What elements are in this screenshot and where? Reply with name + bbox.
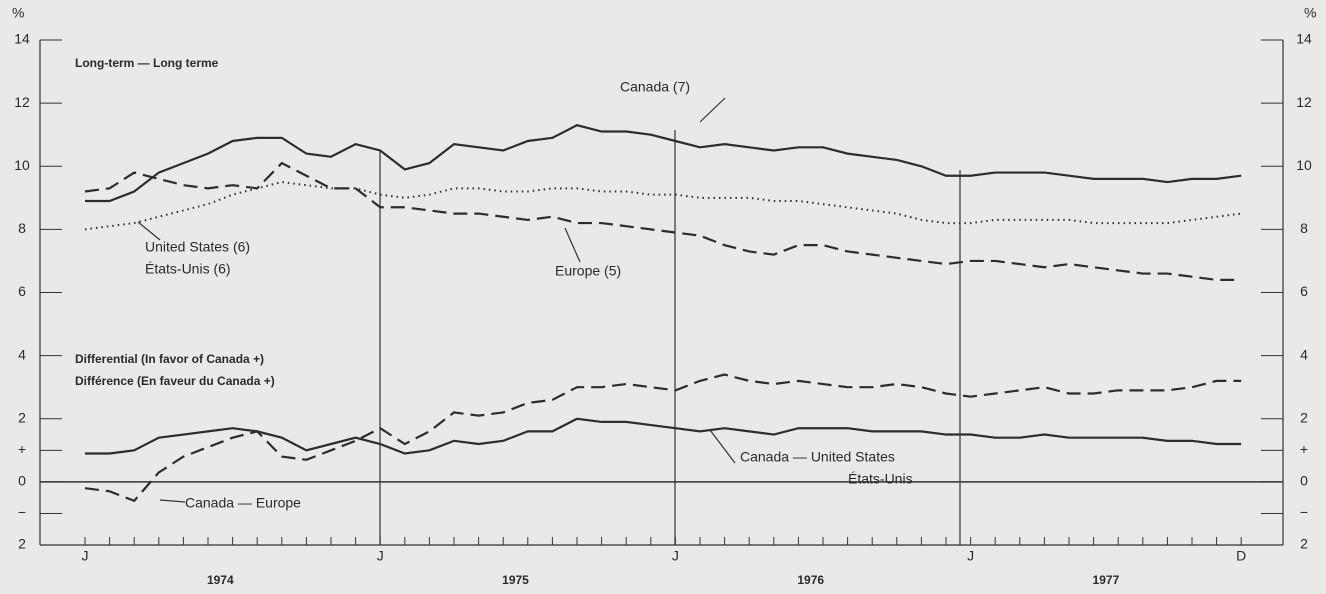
series-label: États-Unis (6): [145, 261, 231, 277]
series-line: [85, 124, 1242, 203]
y2-tick-label: 12: [1296, 94, 1312, 110]
y2-tick-label: 2: [1300, 536, 1308, 552]
arrow: [137, 221, 161, 241]
y-tick-label: 0: [18, 473, 26, 489]
y2-tick-label: 0: [1300, 473, 1308, 489]
series-label: Canada (7): [620, 79, 690, 95]
y2-tick-label: 6: [1300, 283, 1308, 299]
series-line: [84, 373, 1242, 503]
y-tick-label: +: [18, 441, 26, 457]
x-tick-label: J: [672, 548, 679, 564]
y2-tick-label: 2: [1300, 409, 1308, 425]
y-tick-label: 2: [18, 536, 26, 552]
series-label: États-Unis: [848, 471, 913, 487]
y2-tick-label: 8: [1300, 220, 1308, 236]
arrow: [159, 499, 186, 503]
series-label: Europe (5): [555, 263, 621, 279]
year-label: 1976: [797, 573, 824, 587]
y2-tick-label: +: [1300, 441, 1308, 457]
y-tick-label: 12: [14, 94, 30, 110]
y2-tick-label: 4: [1300, 346, 1308, 362]
y2-tick-label: 14: [1296, 31, 1312, 47]
x-tick-label: D: [1236, 548, 1246, 564]
y-tick-label: 6: [18, 283, 26, 299]
unit-left: %: [12, 5, 24, 21]
arrow: [699, 97, 726, 123]
x-tick-label: J: [967, 548, 974, 564]
x-tick-label: J: [82, 548, 89, 564]
series-label: United States (6): [145, 239, 250, 255]
unit-right: %: [1304, 5, 1316, 21]
y-tick-label: −: [18, 504, 26, 520]
series-label: Canada — Europe: [185, 495, 301, 511]
year-label: 1977: [1093, 573, 1120, 587]
y2-tick-label: −: [1300, 504, 1308, 520]
y-tick-label: 4: [18, 346, 26, 362]
panel-title: Long-term — Long terme: [75, 56, 219, 70]
arrow: [709, 429, 736, 464]
x-tick-label: J: [377, 548, 384, 564]
y-tick-label: 14: [14, 31, 30, 47]
y-tick-label: 10: [14, 157, 30, 173]
y2-tick-label: 10: [1296, 157, 1312, 173]
series-line: [85, 417, 1242, 455]
series-line: [84, 181, 1242, 231]
y-tick-label: 8: [18, 220, 26, 236]
y-tick-label: 2: [18, 409, 26, 425]
year-label: 1974: [207, 573, 234, 587]
arrow: [564, 227, 581, 263]
series-label: Canada — United States: [740, 449, 895, 465]
panel-title: Différence (En faveur du Canada +): [75, 374, 275, 388]
year-label: 1975: [502, 573, 529, 587]
series-line: [84, 161, 1242, 281]
frame: [39, 40, 1284, 546]
panel-title: Differential (In favor of Canada +): [75, 352, 264, 366]
